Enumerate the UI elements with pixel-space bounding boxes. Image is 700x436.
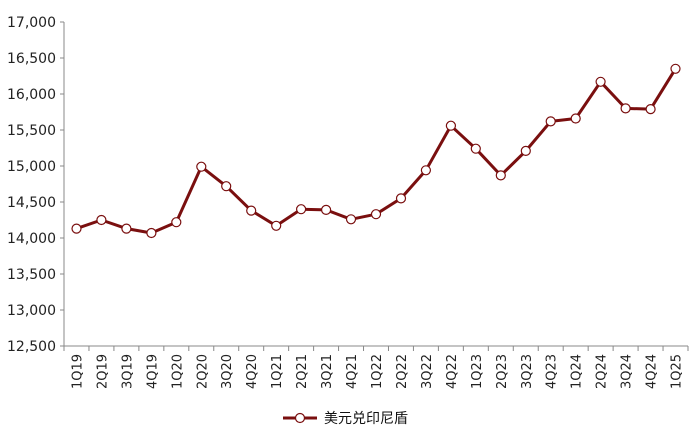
x-tick-label: 2Q21	[295, 354, 310, 389]
x-tick-label: 3Q22	[420, 354, 435, 389]
data-point	[221, 181, 232, 192]
x-tick-label: 1Q21	[270, 354, 285, 389]
data-point	[545, 116, 556, 127]
data-point	[395, 193, 407, 204]
x-tick-label: 1Q22	[370, 354, 385, 389]
x-tick-label: 4Q20	[245, 354, 260, 389]
y-tick-label: 13,000	[7, 303, 56, 319]
y-tick-label: 12,500	[7, 339, 56, 355]
data-point	[345, 214, 357, 225]
legend-marker-swatch	[294, 412, 306, 424]
x-tick-label: 4Q24	[645, 354, 660, 389]
data-point	[196, 161, 207, 172]
y-tick-label: 14,000	[7, 231, 56, 247]
x-tick-label: 3Q24	[620, 354, 635, 389]
x-tick-label: 2Q24	[595, 354, 610, 389]
x-tick-label: 4Q21	[345, 354, 360, 389]
x-tick-label: 2Q22	[395, 354, 410, 389]
data-point	[470, 143, 481, 154]
x-tick-label: 3Q21	[320, 354, 335, 389]
x-tick-label: 1Q24	[570, 354, 585, 389]
y-tick-label: 13,500	[7, 267, 56, 283]
data-point	[296, 204, 307, 215]
y-axis: 12,500 13,000 13,500 14,000 14,500 15,000 15,5…	[7, 15, 65, 355]
x-tick-label: 2Q19	[95, 354, 110, 389]
data-point	[96, 214, 107, 226]
x-tick-label: 1Q23	[470, 354, 485, 389]
x-tick-label: 4Q22	[445, 354, 460, 389]
data-point	[620, 103, 631, 114]
x-tick-label: 2Q23	[495, 354, 510, 389]
data-point	[146, 227, 157, 239]
data-point	[420, 165, 431, 176]
data-point	[71, 223, 82, 234]
x-tick-label: 1Q25	[670, 354, 685, 389]
data-point	[520, 145, 531, 156]
data-point	[445, 120, 456, 131]
data-point	[246, 205, 257, 216]
y-tick-label: 15,000	[7, 159, 56, 175]
y-tick-label: 17,000	[7, 15, 56, 31]
data-point	[121, 223, 132, 234]
x-tick-label: 3Q23	[520, 354, 535, 389]
series-line	[76, 68, 677, 235]
x-tick-label: 1Q19	[70, 354, 85, 389]
x-tick-label: 4Q23	[545, 354, 560, 389]
data-point	[321, 204, 332, 215]
x-tick-label: 4Q19	[145, 354, 160, 389]
x-axis: 1Q19 2Q19 3Q19 4Q19 1Q20 2Q20 3Q20 4Q20 1Q21 2Q21…	[63, 345, 689, 389]
data-point	[271, 220, 282, 231]
data-point	[595, 76, 606, 87]
x-tick-label: 3Q20	[220, 354, 235, 389]
data-point	[495, 170, 506, 181]
data-point	[570, 113, 581, 124]
y-tick-label: 16,500	[7, 51, 56, 67]
x-tick-label: 2Q20	[195, 354, 210, 389]
data-point	[670, 63, 681, 74]
legend-label: 美元兑印尼盾	[324, 411, 408, 427]
x-tick-label: 3Q19	[120, 354, 135, 389]
data-point	[645, 103, 656, 115]
y-tick-label: 14,500	[7, 195, 56, 211]
y-tick-label: 16,000	[7, 87, 56, 103]
legend: 美元兑印尼盾	[283, 411, 408, 427]
series-layer	[71, 63, 681, 239]
y-tick-label: 15,500	[7, 123, 56, 139]
data-point	[171, 217, 182, 228]
x-tick-label: 1Q20	[170, 354, 185, 389]
data-point	[370, 209, 382, 220]
